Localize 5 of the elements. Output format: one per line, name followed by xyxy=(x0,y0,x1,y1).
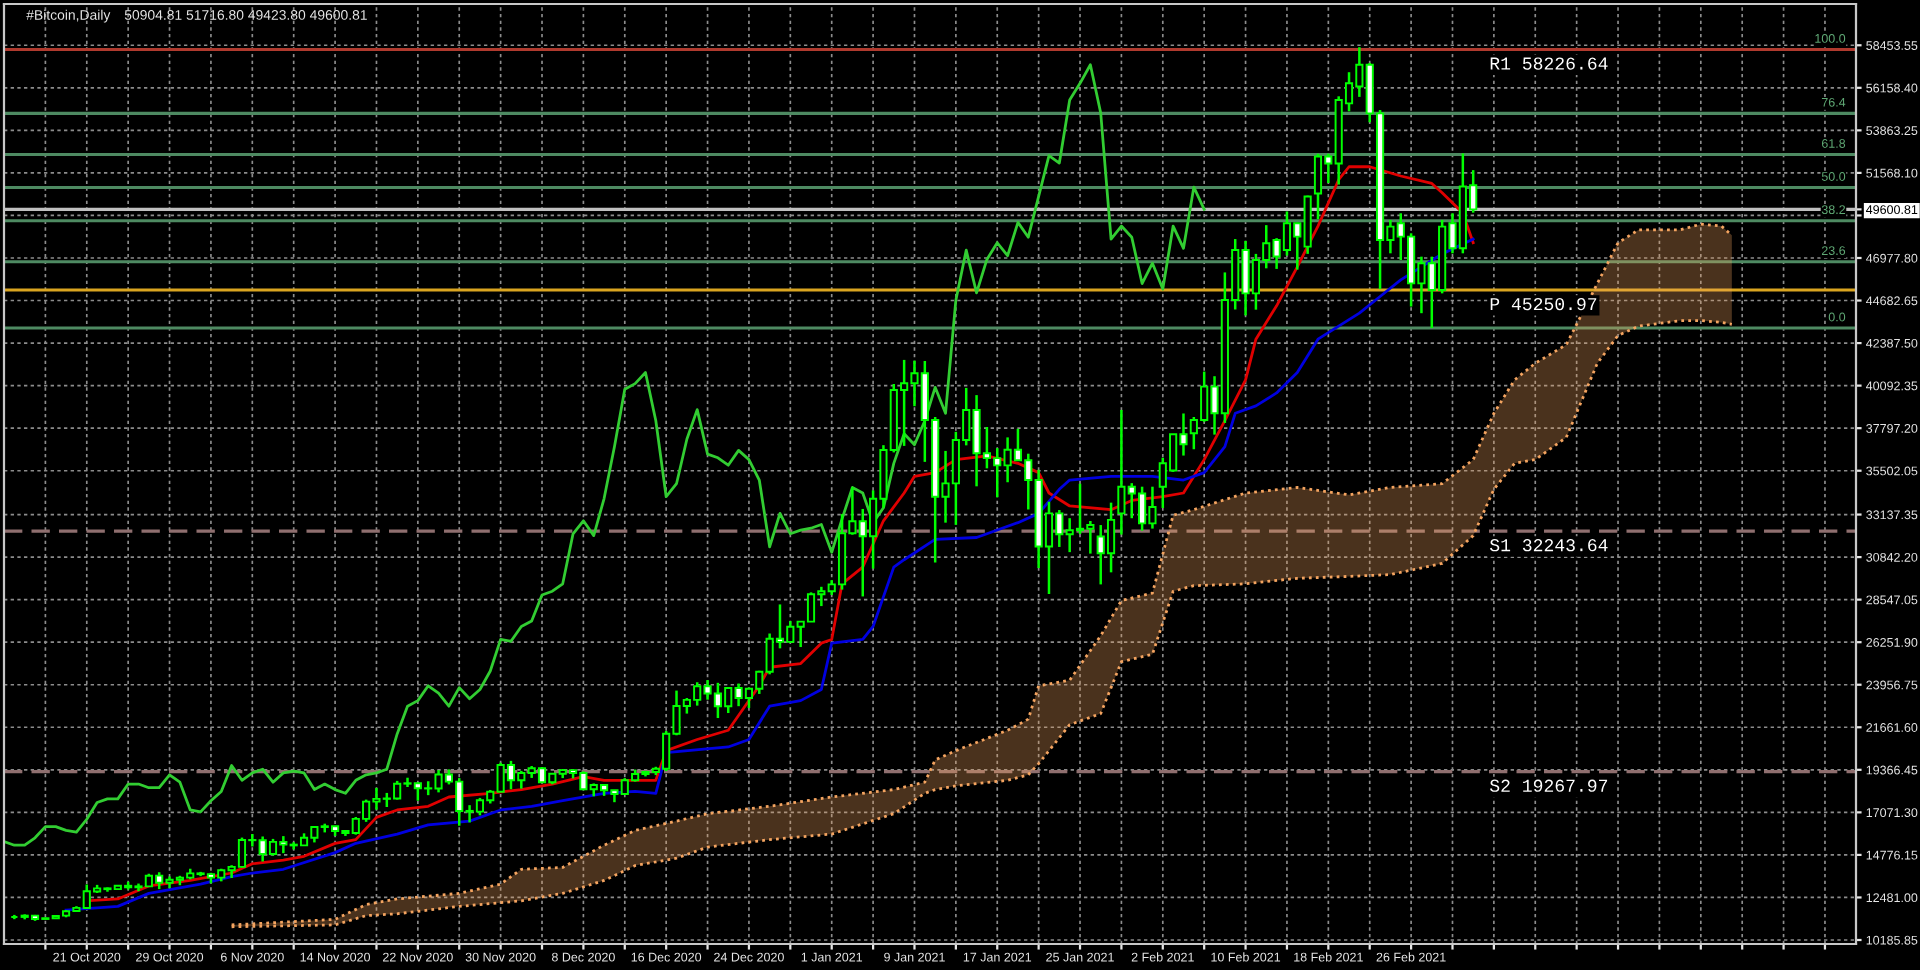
ref-line-label: R1 58226.64 xyxy=(1490,57,1608,70)
ref-line-label: P 45250.97 xyxy=(1490,297,1597,311)
ref-line-label: S1 32243.64 xyxy=(1490,539,1608,552)
line-series xyxy=(4,63,1206,847)
ref-line-label: S2 19267.97 xyxy=(1490,779,1608,792)
